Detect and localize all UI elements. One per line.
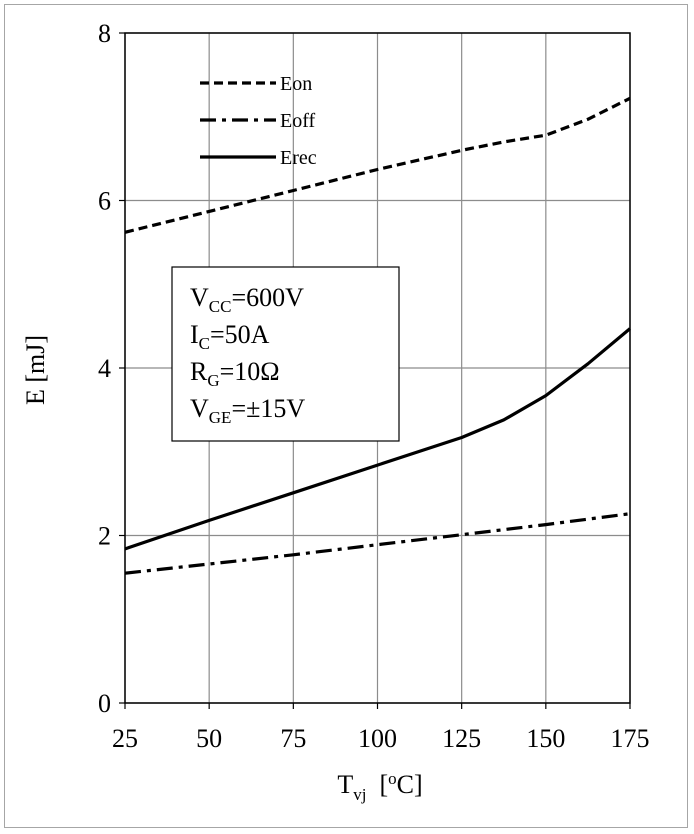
series-layer (124, 96, 632, 575)
condition-line: VCC=600V (190, 283, 304, 316)
x-tick-label: 25 (112, 724, 138, 753)
condition-subscript: C (199, 334, 210, 353)
x-axis-title-unit-sup: o (388, 769, 397, 788)
condition-line: VGE=±15V (190, 394, 305, 427)
y-tick-label: 0 (98, 689, 111, 718)
y-tick-label: 8 (98, 19, 111, 48)
x-tick-label: 75 (280, 724, 306, 753)
legend-label-eon: Eon (280, 73, 312, 95)
legend: Eon Eoff Erec (200, 73, 317, 169)
x-tick-label: 100 (358, 724, 397, 753)
condition-subscript: GE (209, 408, 232, 427)
condition-value: =±15V (231, 394, 305, 423)
x-axis-title-unit-pre: [ (366, 770, 388, 799)
condition-subscript: G (207, 371, 219, 390)
condition-subscript: CC (209, 297, 232, 316)
y-axis-ticks: 0 2 4 6 8 (98, 19, 125, 718)
x-tick-label: 150 (526, 724, 565, 753)
condition-symbol: V (190, 283, 209, 312)
legend-label-erec: Erec (280, 147, 317, 169)
series-line-eoff (124, 512, 631, 575)
x-tick-label: 175 (611, 724, 650, 753)
x-axis-title: Tvj [oC] (337, 769, 422, 804)
x-axis-ticks: 25 50 75 100 125 150 175 (112, 703, 650, 753)
condition-symbol: R (190, 357, 208, 386)
conditions-box-frame (171, 266, 400, 442)
x-axis-title-main: T (337, 770, 353, 799)
condition-line: IC=50A (190, 320, 270, 353)
x-axis-title-unit-post: C] (397, 770, 423, 799)
condition-line: RG=10Ω (190, 357, 280, 390)
y-tick-label: 6 (98, 187, 111, 216)
condition-value: =600V (231, 283, 304, 312)
x-axis-title-sub: vj (353, 785, 366, 804)
y-axis-title: E [mJ] (21, 335, 50, 405)
x-tick-label: 50 (196, 724, 222, 753)
condition-value: =50A (210, 320, 270, 349)
series-line-erec (124, 327, 632, 551)
series-line-eon (124, 96, 631, 234)
condition-symbol: I (190, 320, 199, 349)
y-tick-label: 4 (98, 354, 111, 383)
legend-label-eoff: Eoff (280, 110, 316, 132)
condition-value: =10Ω (220, 357, 280, 386)
y-tick-label: 2 (98, 522, 111, 551)
x-tick-label: 125 (442, 724, 481, 753)
condition-symbol: V (190, 394, 209, 423)
